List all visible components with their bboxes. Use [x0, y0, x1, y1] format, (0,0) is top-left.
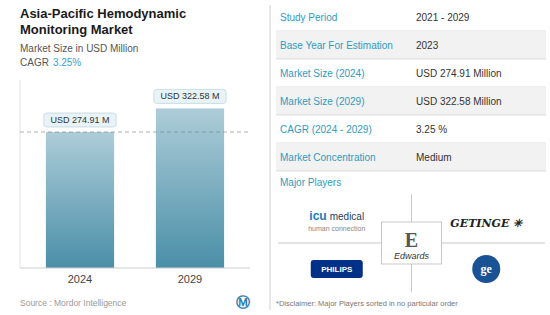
table-value: 2021 - 2029: [416, 12, 470, 23]
row-shade: [276, 31, 546, 59]
logo: Edwards: [394, 251, 430, 261]
table-value: USD 322.58 Million: [416, 96, 502, 107]
title: Asia-Pacific Hemodynamic Monitoring Mark…: [20, 6, 230, 38]
x-tick-label: 2029: [178, 273, 202, 285]
row-divider: [276, 59, 546, 60]
divider: [270, 5, 271, 310]
data-label-box: [44, 113, 116, 127]
table-label: Base Year For Estimation: [280, 40, 393, 51]
row-divider: [276, 115, 546, 116]
logo-text: medical: [330, 211, 364, 222]
baseline: [20, 268, 250, 269]
data-label: USD 274.91 M: [50, 115, 109, 125]
chart: Market Size in USD Million CAGR 3.25% USD 2…: [0, 0, 550, 315]
row-divider: [276, 171, 546, 172]
logo-box: [382, 222, 442, 264]
logo-text: icu: [309, 209, 326, 223]
logo: PHILIPS: [321, 265, 353, 274]
table-value: 2023: [416, 40, 439, 51]
logo-shape: [472, 255, 500, 283]
logo-shape: [311, 260, 363, 278]
logo-text: human connection: [308, 225, 365, 232]
table-label: Market Size (2024): [280, 68, 364, 79]
logo: GETINGE ✳: [450, 217, 523, 230]
table-label: Study Period: [280, 12, 337, 23]
row-shade: [276, 143, 546, 171]
table-label: Market Size (2029): [280, 96, 364, 107]
logo: icu medical: [309, 209, 364, 223]
data-label-box: [154, 89, 226, 103]
logo-mark: Ⓜ: [236, 294, 250, 310]
logo: ge: [481, 262, 493, 276]
table-value: USD 274.91 Million: [416, 68, 502, 79]
table-value: 3.25 %: [416, 124, 447, 135]
logo: E: [405, 229, 418, 251]
cagr: CAGR 3.25%: [20, 57, 81, 68]
x-tick-label: 2024: [68, 273, 92, 285]
bar: [46, 132, 114, 268]
source: Source : Mordor Intelligence: [20, 298, 127, 308]
bar: [156, 108, 224, 268]
row-shade: [276, 87, 546, 115]
table-label: Major Players: [280, 177, 341, 188]
table-value: Medium: [416, 152, 452, 163]
cagr-value: 3.25%: [53, 57, 81, 68]
table-label: Market Concentration: [280, 152, 376, 163]
bars: [20, 108, 250, 268]
subtitle: Market Size in USD Million: [20, 43, 138, 54]
disclaimer: *Disclaimer: Major Players sorted in no …: [276, 299, 458, 308]
data-label: USD 322.58 M: [160, 91, 219, 101]
cagr-label: CAGR: [20, 57, 49, 68]
value-axis: [20, 80, 21, 268]
table-label: CAGR (2024 - 2029): [280, 124, 372, 135]
